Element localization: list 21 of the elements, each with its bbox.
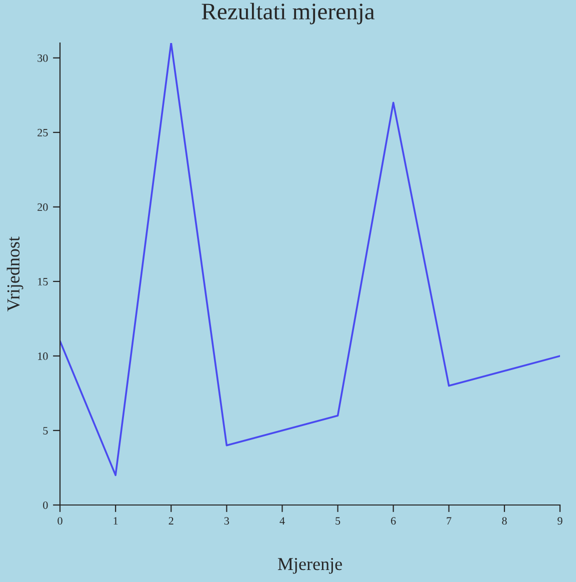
x-tick-label: 0: [58, 517, 62, 525]
x-tick-label: 6: [391, 517, 396, 525]
chart-title: Rezultati mjerenja: [202, 2, 375, 24]
y-tick-label: 30: [38, 54, 48, 62]
y-axis-title: Vrijednost: [6, 236, 24, 312]
y-tick-label: 0: [43, 501, 48, 509]
x-axis-title: Mjerenje: [278, 558, 342, 574]
y-tick-label: 5: [43, 427, 48, 434]
y-tick-label: 20: [38, 203, 48, 211]
x-tick-label: 7: [446, 517, 452, 525]
y-tick-label: 25: [38, 128, 48, 136]
x-tick-label: 2: [168, 517, 174, 525]
x-tick-label: 5: [336, 517, 340, 525]
y-tick-label: 10: [38, 352, 48, 360]
x-tick-label: 1: [114, 517, 118, 525]
x-tick-label: 9: [558, 517, 562, 525]
y-tick-label: 15: [38, 278, 48, 286]
x-tick-label: 3: [224, 517, 230, 525]
x-tick-label: 8: [502, 517, 507, 525]
line-series: [60, 43, 560, 476]
x-tick-label: 4: [280, 517, 285, 525]
